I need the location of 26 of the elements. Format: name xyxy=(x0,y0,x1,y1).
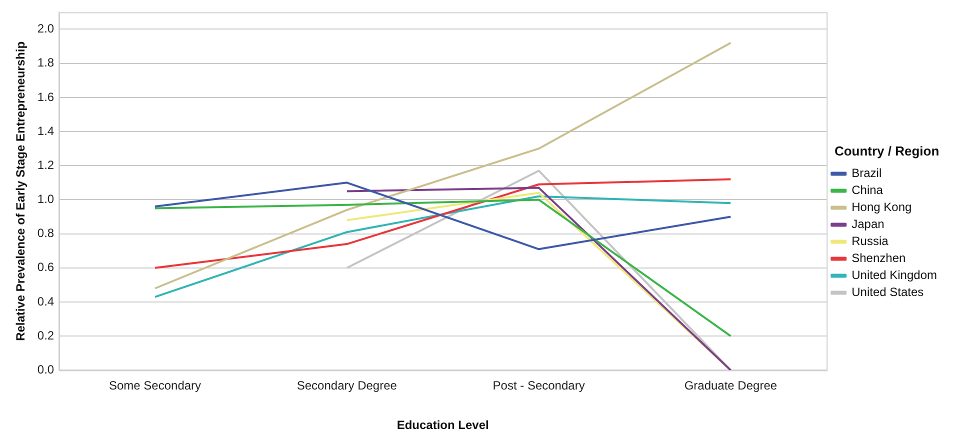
y-tick-label: 0.2 xyxy=(37,328,54,342)
legend-label: United Kingdom xyxy=(852,268,938,282)
legend-label: Russia xyxy=(852,234,889,248)
y-tick-label: 1.6 xyxy=(37,90,54,104)
x-axis-title: Education Level xyxy=(396,418,489,432)
legend-label: Shenzhen xyxy=(852,251,906,266)
legend-title: Country / Region xyxy=(834,143,940,158)
x-tick-label: Secondary Degree xyxy=(296,378,398,393)
x-tick-label: Post - Secondary xyxy=(492,378,585,393)
y-tick-label: 1.8 xyxy=(37,56,54,70)
y-tick-label: 1.2 xyxy=(37,158,54,172)
y-tick-label: 0.8 xyxy=(37,226,54,240)
legend-label: Hong Kong xyxy=(852,200,912,214)
y-tick-label: 0.0 xyxy=(37,362,54,377)
x-tick-label: Some Secondary xyxy=(108,378,202,393)
y-tick-label: 0.6 xyxy=(37,260,54,274)
y-axis-title: Relative Prevalence of Early Stage Entrepreneurship xyxy=(14,41,28,341)
y-tick-label: 2.0 xyxy=(37,22,54,36)
y-tick-label: 0.4 xyxy=(37,294,54,308)
legend-label: Japan xyxy=(852,217,884,232)
y-tick-label: 1.4 xyxy=(37,124,54,138)
legend-label: Brazil xyxy=(852,166,882,180)
y-tick-label: 1.0 xyxy=(37,192,54,206)
legend-label: United States xyxy=(852,285,924,300)
legend-label: China xyxy=(852,183,884,198)
x-tick-label: Graduate Degree xyxy=(684,378,778,393)
